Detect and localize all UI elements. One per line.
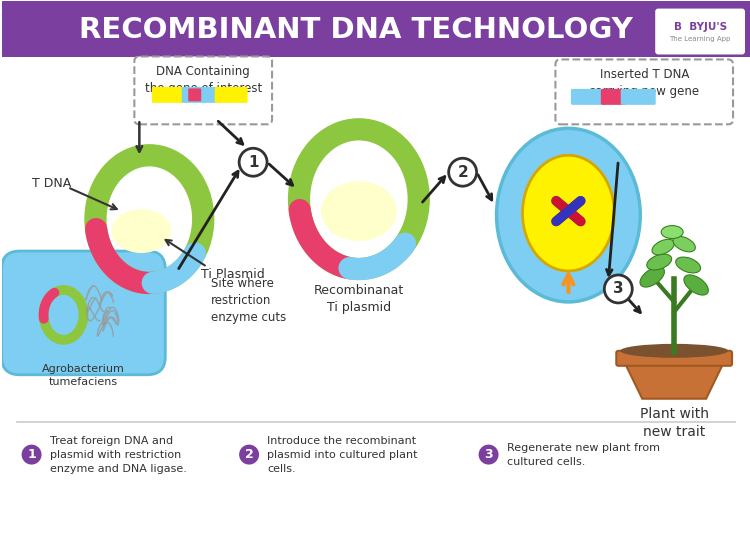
- Circle shape: [448, 158, 476, 186]
- Circle shape: [22, 445, 41, 465]
- Ellipse shape: [523, 155, 614, 271]
- FancyBboxPatch shape: [571, 89, 606, 105]
- Text: Introduce the recombinant
plasmid into cultured plant
cells.: Introduce the recombinant plasmid into c…: [267, 436, 418, 474]
- Ellipse shape: [673, 236, 695, 252]
- FancyBboxPatch shape: [182, 87, 220, 103]
- Circle shape: [604, 275, 632, 303]
- FancyBboxPatch shape: [214, 87, 248, 103]
- Ellipse shape: [676, 257, 700, 273]
- Text: Plant with
new trait: Plant with new trait: [640, 407, 709, 439]
- Text: DNA Containing
the gene of interest: DNA Containing the gene of interest: [145, 66, 262, 96]
- Text: The Learning App: The Learning App: [670, 35, 730, 41]
- FancyBboxPatch shape: [2, 251, 165, 375]
- Ellipse shape: [620, 344, 728, 358]
- FancyBboxPatch shape: [152, 87, 187, 103]
- Text: 3: 3: [484, 448, 493, 461]
- Polygon shape: [624, 362, 724, 398]
- Text: 2: 2: [458, 165, 468, 180]
- Ellipse shape: [646, 254, 671, 270]
- Circle shape: [478, 445, 499, 465]
- Text: Inserted T DNA
carrying new gene: Inserted T DNA carrying new gene: [590, 68, 699, 98]
- FancyBboxPatch shape: [134, 56, 272, 125]
- FancyBboxPatch shape: [2, 1, 750, 57]
- Ellipse shape: [640, 267, 664, 287]
- FancyBboxPatch shape: [188, 89, 201, 101]
- Text: Ti Plasmid: Ti Plasmid: [201, 268, 265, 281]
- Text: 3: 3: [613, 281, 623, 296]
- Text: RECOMBINANT DNA TECHNOLOGY: RECOMBINANT DNA TECHNOLOGY: [79, 16, 633, 43]
- Text: Site where
restriction
enzyme cuts: Site where restriction enzyme cuts: [211, 278, 286, 324]
- Ellipse shape: [112, 209, 171, 253]
- Text: T DNA: T DNA: [32, 177, 70, 190]
- Text: Treat foreign DNA and
plasmid with restriction
enzyme and DNA ligase.: Treat foreign DNA and plasmid with restr…: [50, 436, 187, 474]
- Ellipse shape: [662, 226, 683, 238]
- Ellipse shape: [684, 275, 708, 295]
- Ellipse shape: [321, 181, 397, 241]
- Text: Regenerate new plant from
cultured cells.: Regenerate new plant from cultured cells…: [506, 442, 659, 467]
- Text: 2: 2: [244, 448, 254, 461]
- Circle shape: [239, 445, 259, 465]
- FancyBboxPatch shape: [656, 9, 745, 54]
- FancyBboxPatch shape: [556, 60, 733, 125]
- Text: B  BYJU'S: B BYJU'S: [674, 21, 727, 32]
- FancyBboxPatch shape: [601, 89, 625, 105]
- Ellipse shape: [652, 240, 674, 255]
- Text: 1: 1: [27, 448, 36, 461]
- Text: Agrobacterium
tumefaciens: Agrobacterium tumefaciens: [42, 364, 125, 387]
- Ellipse shape: [496, 128, 640, 302]
- Circle shape: [239, 148, 267, 176]
- Text: 1: 1: [248, 155, 258, 170]
- Text: Recombinanat
Ti plasmid: Recombinanat Ti plasmid: [314, 284, 404, 314]
- FancyBboxPatch shape: [616, 351, 732, 366]
- FancyBboxPatch shape: [621, 89, 656, 105]
